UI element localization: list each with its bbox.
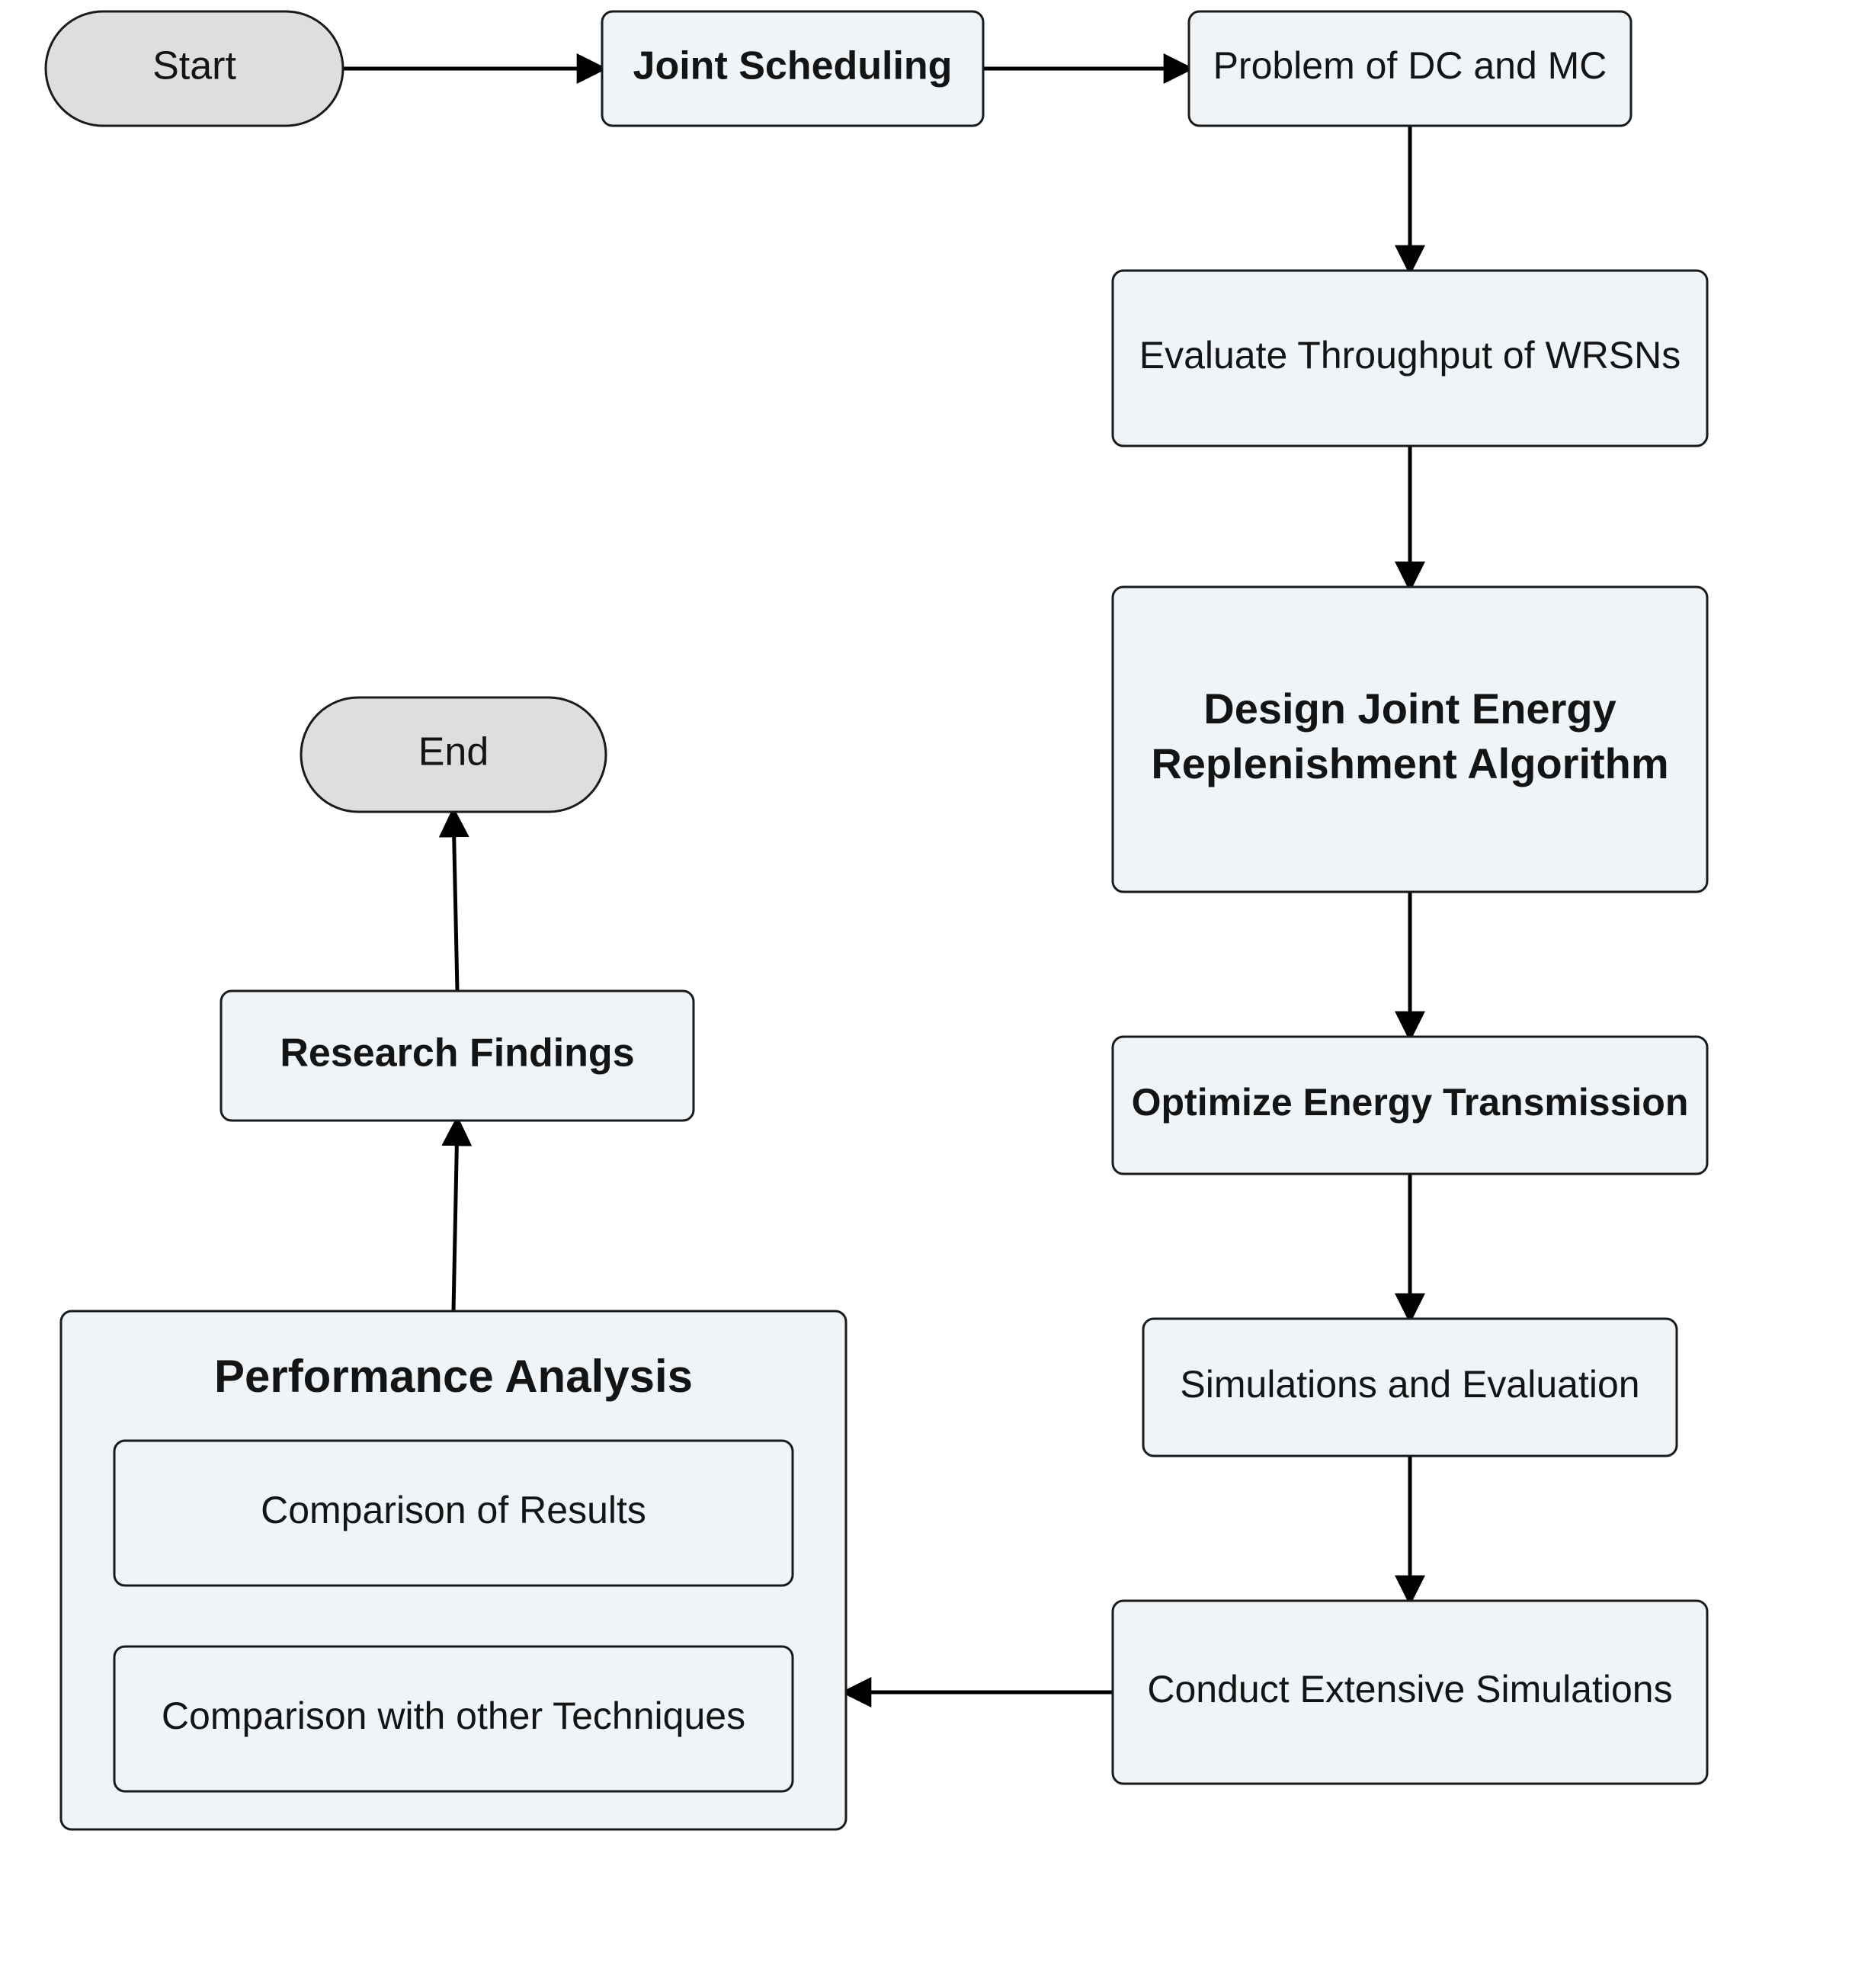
label-joint_scheduling: Joint Scheduling bbox=[633, 44, 953, 88]
node-evaluate: Evaluate Throughput of WRSNs bbox=[1113, 271, 1707, 446]
label-comp_results: Comparison of Results bbox=[261, 1489, 646, 1531]
node-optimize: Optimize Energy Transmission bbox=[1113, 1037, 1707, 1174]
node-conduct: Conduct Extensive Simulations bbox=[1113, 1601, 1707, 1784]
label-findings: Research Findings bbox=[280, 1031, 634, 1076]
label-end: End bbox=[418, 730, 489, 774]
label-perf_container: Performance Analysis bbox=[214, 1351, 693, 1402]
node-simeval: Simulations and Evaluation bbox=[1143, 1319, 1677, 1456]
label-conduct: Conduct Extensive Simulations bbox=[1147, 1668, 1672, 1711]
node-comp_results: Comparison of Results bbox=[114, 1441, 793, 1586]
node-problem: Problem of DC and MC bbox=[1189, 11, 1631, 126]
node-design: Design Joint Energy Replenishment Algorit… bbox=[1113, 587, 1707, 892]
node-comp_tech: Comparison with other Techniques bbox=[114, 1647, 793, 1791]
node-findings: Research Findings bbox=[221, 991, 694, 1121]
flowchart-canvas: Start Joint Scheduling Problem of DC and M… bbox=[0, 0, 1868, 1988]
node-joint_scheduling: Joint Scheduling bbox=[602, 11, 983, 126]
label-design-line1: Replenishment Algorithm bbox=[1151, 739, 1668, 787]
label-design-line0: Design Joint Energy bbox=[1203, 685, 1616, 733]
nodes-layer: Start Joint Scheduling Problem of DC and M… bbox=[46, 11, 1707, 1829]
label-start: Start bbox=[152, 44, 236, 88]
edge-findings-to-end bbox=[453, 812, 457, 991]
label-problem: Problem of DC and MC bbox=[1213, 44, 1607, 87]
label-comp_tech: Comparison with other Techniques bbox=[162, 1695, 745, 1737]
label-evaluate: Evaluate Throughput of WRSNs bbox=[1139, 334, 1681, 377]
node-start: Start bbox=[46, 11, 343, 126]
node-end: End bbox=[301, 697, 606, 812]
label-optimize: Optimize Energy Transmission bbox=[1132, 1081, 1689, 1124]
label-simeval: Simulations and Evaluation bbox=[1180, 1363, 1639, 1406]
edge-perf_container-to-findings bbox=[453, 1121, 457, 1311]
